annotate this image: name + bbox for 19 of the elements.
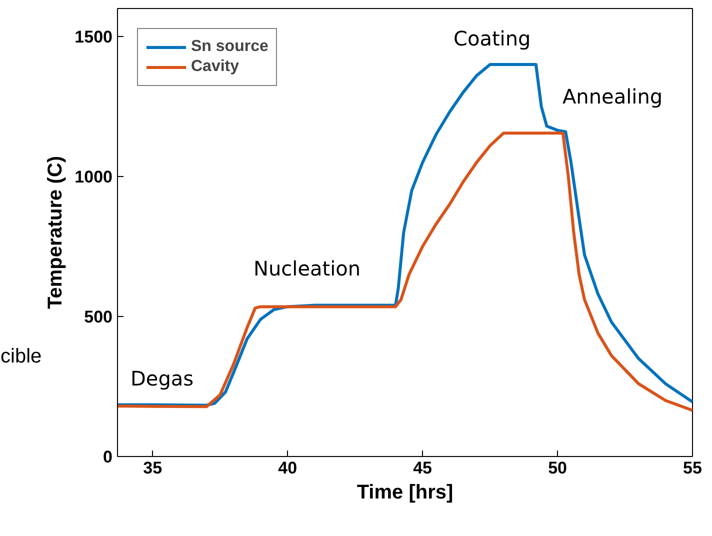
- x-tick-label: 55: [683, 458, 702, 478]
- y-tick-label: 500: [84, 308, 113, 326]
- x-axis-title: Time [hrs]: [356, 482, 454, 504]
- y-tick-label: 1500: [74, 28, 113, 46]
- annotation: Coating: [454, 26, 531, 50]
- x-tick-label: 50: [548, 458, 567, 478]
- x-tick-label: 40: [278, 458, 298, 478]
- legend-label: Sn source: [191, 38, 268, 56]
- text: cible: [0, 346, 42, 368]
- line-series: [118, 132, 692, 412]
- y-axis-title: Temperature (C): [44, 156, 67, 309]
- x-tick-label: 35: [143, 458, 162, 478]
- y-tick-label: 0: [103, 448, 113, 466]
- annotation: Annealing: [562, 84, 663, 108]
- x-tick-label: 45: [413, 458, 432, 478]
- y-tick-label: 1000: [74, 168, 113, 186]
- annotation: Nucleation: [254, 256, 361, 280]
- annotation: Degas: [130, 366, 194, 390]
- legend-label: Cavity: [191, 58, 240, 76]
